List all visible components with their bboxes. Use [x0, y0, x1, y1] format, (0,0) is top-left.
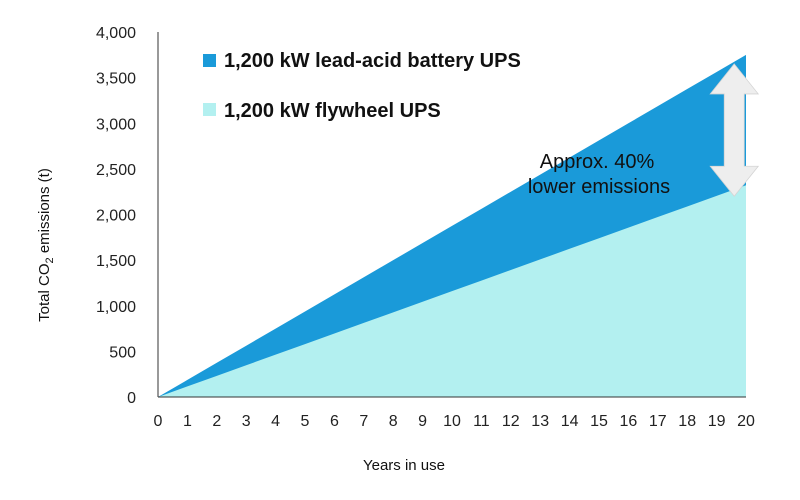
x-tick-label: 0: [154, 413, 163, 430]
x-tick-label: 2: [212, 413, 221, 430]
x-tick-label: 1: [183, 413, 192, 430]
legend-swatch-lead-acid: [203, 54, 216, 67]
y-tick-label: 500: [109, 344, 136, 361]
x-tick-label: 15: [590, 413, 608, 430]
y-axis-title-subscript: 2: [44, 257, 56, 263]
x-tick-label: 13: [531, 413, 549, 430]
legend-label-lead-acid: 1,200 kW lead-acid battery UPS: [224, 50, 521, 72]
y-axis-title-prefix: Total CO: [36, 263, 53, 321]
axes: [157, 32, 746, 398]
y-tick-label: 3,000: [96, 116, 136, 133]
legend: 1,200 kW lead-acid battery UPS 1,200 kW …: [203, 50, 521, 122]
legend-swatch-flywheel: [203, 103, 216, 116]
annotation-line-1: Approx. 40%: [540, 151, 655, 173]
x-tick-label: 9: [418, 413, 427, 430]
x-tick-label: 6: [330, 413, 339, 430]
x-tick-label: 8: [389, 413, 398, 430]
x-tick-label: 18: [678, 413, 696, 430]
x-tick-label: 7: [359, 413, 368, 430]
x-tick-label: 3: [242, 413, 251, 430]
x-tick-label: 11: [473, 413, 490, 430]
y-tick-label: 2,000: [96, 208, 136, 225]
x-tick-label: 14: [561, 413, 579, 430]
x-tick-label: 19: [708, 413, 726, 430]
y-tick-label: 0: [127, 390, 136, 407]
y-tick-label: 3,500: [96, 71, 136, 88]
x-tick-label: 4: [271, 413, 280, 430]
area-series-group: [158, 54, 746, 397]
y-axis-title: Total CO2 emissions (t): [36, 168, 56, 322]
x-tick-label: 12: [502, 413, 520, 430]
y-tick-label: 1,500: [96, 253, 136, 270]
y-tick-labels: 0 500 1,000 1,500 2,000 2,500 3,000 3,500 4,000: [96, 25, 136, 407]
x-axis-title: Years in use: [363, 457, 445, 474]
x-tick-label: 5: [301, 413, 310, 430]
x-tick-label: 10: [443, 413, 461, 430]
y-tick-label: 1,000: [96, 299, 136, 316]
annotation-line-2: lower emissions: [528, 176, 670, 198]
x-tick-label: 20: [737, 413, 755, 430]
annotation: Approx. 40% lower emissions: [528, 63, 760, 198]
y-tick-label: 4,000: [96, 25, 136, 42]
x-tick-label: 16: [620, 413, 638, 430]
double-arrow-icon: [709, 63, 760, 197]
y-axis-title-suffix: emissions (t): [36, 168, 53, 257]
x-tick-label: 17: [649, 413, 667, 430]
area-series-flywheel: [158, 185, 746, 397]
y-tick-label: 2,500: [96, 162, 136, 179]
legend-label-flywheel: 1,200 kW flywheel UPS: [224, 100, 441, 122]
x-tick-labels: 0 1 2 3 4 5 6 7 8 9 10 11 12 13 14 15 16 17 18 19 20: [154, 413, 755, 430]
